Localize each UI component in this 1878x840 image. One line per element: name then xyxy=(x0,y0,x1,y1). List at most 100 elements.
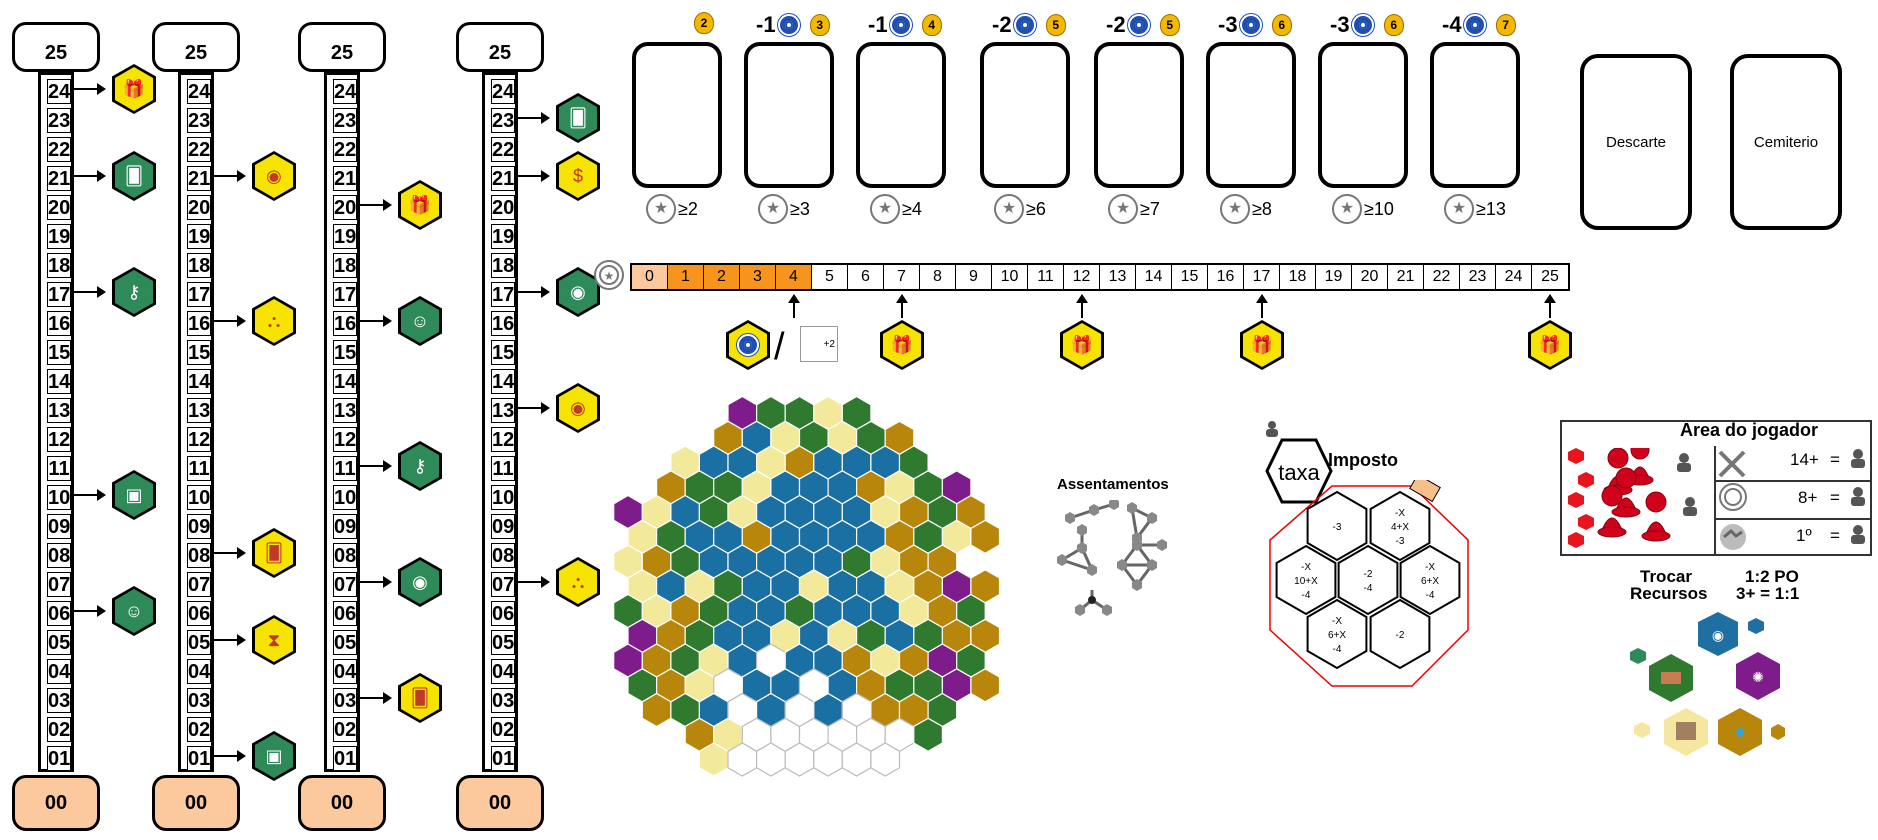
prestige-cell[interactable]: 9 xyxy=(956,265,992,289)
track-cell[interactable]: 12 xyxy=(491,427,515,452)
prestige-cell[interactable]: 6 xyxy=(848,265,884,289)
card-slot[interactable] xyxy=(744,42,834,188)
track-cell[interactable]: 10 xyxy=(333,485,357,510)
track-cell[interactable]: 03 xyxy=(47,688,71,713)
track-cell[interactable]: 16 xyxy=(47,311,71,336)
track-cell[interactable]: 08 xyxy=(333,543,357,568)
track-cell[interactable]: 16 xyxy=(491,311,515,336)
track-cell[interactable]: 06 xyxy=(333,601,357,626)
card-slot[interactable] xyxy=(856,42,946,188)
prestige-cell[interactable]: 25 xyxy=(1541,268,1559,285)
track-cell[interactable]: 21 xyxy=(47,166,71,191)
track-cell[interactable]: 20 xyxy=(187,195,211,220)
eye-icon[interactable]: ◉ xyxy=(252,151,296,201)
track-cell[interactable]: 22 xyxy=(333,137,357,162)
prestige-cell[interactable]: 2 xyxy=(704,265,740,289)
track-cell[interactable]: 13 xyxy=(187,398,211,423)
track-cell[interactable]: 17 xyxy=(47,282,71,307)
tax-tile[interactable] xyxy=(1306,598,1368,670)
track-cell[interactable]: 24 xyxy=(333,79,357,104)
track-cell[interactable]: 23 xyxy=(47,108,71,133)
track-cell[interactable]: 04 xyxy=(187,659,211,684)
track-cell[interactable]: 01 xyxy=(47,746,71,771)
track-cell[interactable]: 04 xyxy=(333,659,357,684)
card-slot[interactable] xyxy=(1206,42,1296,188)
eye-icon[interactable]: ◉ xyxy=(556,383,600,433)
track-cell[interactable]: 08 xyxy=(47,543,71,568)
prestige-cell[interactable]: 0 xyxy=(632,265,668,289)
prestige-cell[interactable]: 5 xyxy=(812,265,848,289)
track-cell[interactable]: 09 xyxy=(491,514,515,539)
track-cell[interactable]: 14 xyxy=(491,369,515,394)
prestige-cell[interactable]: 10 xyxy=(992,265,1028,289)
track-cell[interactable]: 10 xyxy=(47,485,71,510)
card-icon[interactable]: 🂠 xyxy=(112,151,156,201)
track-cell[interactable]: 15 xyxy=(47,340,71,365)
track-cell[interactable]: 22 xyxy=(491,137,515,162)
track-cell[interactable]: 05 xyxy=(491,630,515,655)
track-cell[interactable]: 16 xyxy=(187,311,211,336)
tax-tile[interactable] xyxy=(1337,544,1399,616)
prestige-cell[interactable]: 12 xyxy=(1064,265,1100,289)
prestige-cell[interactable]: 1 xyxy=(668,265,704,289)
track-cell[interactable]: 24 xyxy=(491,79,515,104)
track-cell[interactable]: 16 xyxy=(333,311,357,336)
people-icon[interactable]: ☺ xyxy=(398,296,442,346)
track-cell[interactable]: 20 xyxy=(491,195,515,220)
graveyard-pile[interactable]: Cemiterio xyxy=(1730,54,1842,230)
track-cell[interactable]: 15 xyxy=(187,340,211,365)
prestige-cell[interactable]: 13 xyxy=(1100,265,1136,289)
card-icon[interactable]: 🂠 xyxy=(398,673,442,723)
track-cell[interactable]: 23 xyxy=(333,108,357,133)
briefcase-icon[interactable]: ▣ xyxy=(112,470,156,520)
key-icon[interactable]: ⚷ xyxy=(398,441,442,491)
prestige-cell[interactable]: 24 xyxy=(1496,265,1532,289)
track-cell[interactable]: 14 xyxy=(47,369,71,394)
map-hex[interactable] xyxy=(970,668,1001,703)
prestige-cell[interactable]: 4 xyxy=(776,265,812,289)
track-cell[interactable]: 06 xyxy=(187,601,211,626)
prestige-cell[interactable]: 22 xyxy=(1424,265,1460,289)
track-cell[interactable]: 24 xyxy=(187,79,211,104)
tax-marker[interactable] xyxy=(1409,480,1441,503)
tax-tile[interactable] xyxy=(1306,490,1368,562)
gift-icon[interactable]: 🎁 xyxy=(398,180,442,230)
track-cell[interactable]: 06 xyxy=(491,601,515,626)
track-cell[interactable]: 07 xyxy=(333,572,357,597)
card-slot[interactable] xyxy=(980,42,1070,188)
track-cell[interactable]: 02 xyxy=(47,717,71,742)
track-cell[interactable]: 07 xyxy=(187,572,211,597)
track-cell[interactable]: 05 xyxy=(333,630,357,655)
track-cell[interactable]: 10 xyxy=(187,485,211,510)
track-cell[interactable]: 23 xyxy=(491,108,515,133)
track-cell[interactable]: 19 xyxy=(333,224,357,249)
tax-tile[interactable] xyxy=(1399,544,1461,616)
prestige-cell[interactable]: 18 xyxy=(1280,265,1316,289)
track-cell[interactable]: 15 xyxy=(491,340,515,365)
track-cell[interactable]: 09 xyxy=(187,514,211,539)
prestige-cell[interactable]: 20 xyxy=(1352,265,1388,289)
gift-icon[interactable]: 🎁 xyxy=(112,64,156,114)
track-cell[interactable]: 02 xyxy=(333,717,357,742)
track-cell[interactable]: 19 xyxy=(47,224,71,249)
track-cell[interactable]: 05 xyxy=(47,630,71,655)
tax-tile[interactable] xyxy=(1369,490,1431,562)
track-cell[interactable]: 05 xyxy=(187,630,211,655)
track-cell[interactable]: 11 xyxy=(333,456,357,481)
prestige-cell[interactable]: 8 xyxy=(920,265,956,289)
track-cell[interactable]: 18 xyxy=(47,253,71,278)
track-cell[interactable]: 24 xyxy=(47,79,71,104)
tax-tile[interactable] xyxy=(1369,598,1431,670)
track-cell[interactable]: 13 xyxy=(47,398,71,423)
track-cell[interactable]: 17 xyxy=(491,282,515,307)
track-cell[interactable]: 18 xyxy=(187,253,211,278)
prestige-cell[interactable]: 16 xyxy=(1208,265,1244,289)
track-cell[interactable]: 04 xyxy=(47,659,71,684)
track-cell[interactable]: 14 xyxy=(333,369,357,394)
hourglass-icon[interactable]: ⧗ xyxy=(252,615,296,665)
track-cell[interactable]: 18 xyxy=(333,253,357,278)
discard-pile[interactable]: Descarte xyxy=(1580,54,1692,230)
gift-icon[interactable]: 🎁 xyxy=(1240,320,1284,370)
track-cell[interactable]: 21 xyxy=(187,166,211,191)
track-cell[interactable]: 09 xyxy=(47,514,71,539)
